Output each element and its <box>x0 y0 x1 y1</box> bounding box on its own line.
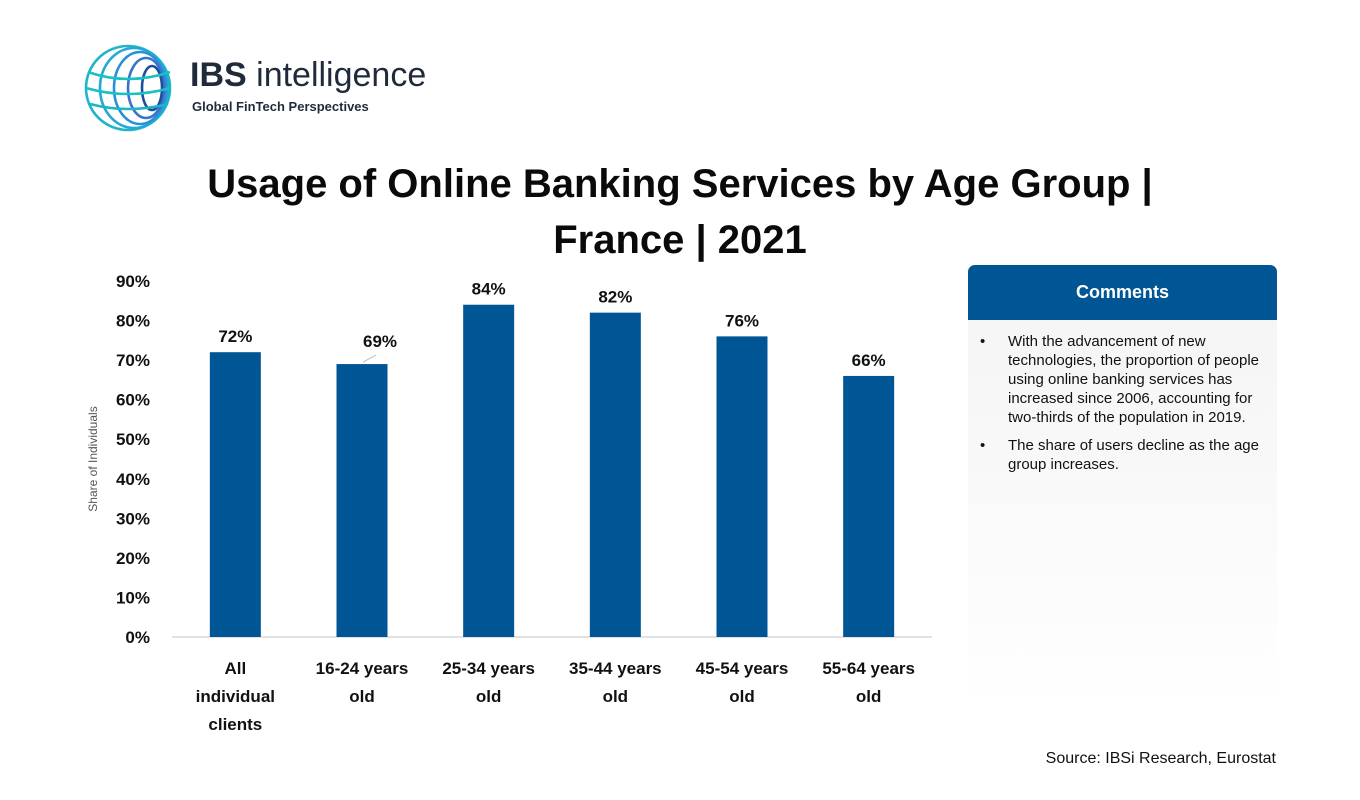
y-tick-label: 10% <box>116 588 150 607</box>
x-tick-label: 16-24 years <box>316 659 409 678</box>
bar <box>209 352 261 637</box>
y-tick-label: 50% <box>116 430 150 449</box>
comment-item: With the advancement of new technologies… <box>980 332 1263 427</box>
y-tick-label: 20% <box>116 549 150 568</box>
data-label: 72% <box>218 327 252 346</box>
data-label: 69% <box>363 332 397 351</box>
comments-list: With the advancement of new technologies… <box>968 320 1277 474</box>
x-tick-label: individual <box>196 687 275 706</box>
y-tick-label: 80% <box>116 312 150 331</box>
data-label-leader <box>362 354 377 363</box>
y-tick-label: 30% <box>116 509 150 528</box>
x-tick-label: clients <box>208 715 262 734</box>
bar <box>716 336 768 637</box>
x-tick-label: old <box>729 687 755 706</box>
y-tick-label: 90% <box>116 272 150 291</box>
data-label: 66% <box>852 351 886 370</box>
y-tick-label: 70% <box>116 351 150 370</box>
data-label: 76% <box>725 311 759 330</box>
y-tick-label: 60% <box>116 391 150 410</box>
comment-item: The share of users decline as the age gr… <box>980 436 1263 474</box>
bar <box>463 304 515 637</box>
bar <box>589 312 641 637</box>
source-note: Source: IBSi Research, Eurostat <box>1045 750 1276 767</box>
x-tick-label: All <box>224 659 246 678</box>
comments-heading: Comments <box>968 265 1277 320</box>
data-label: 82% <box>598 288 632 307</box>
bar <box>336 364 388 637</box>
x-tick-label: 45-54 years <box>696 659 789 678</box>
x-tick-label: old <box>856 687 882 706</box>
bar-chart: 0% 10% 20% 30% 40% 50% 60% 70% 80% 90% Share of In… <box>86 272 932 734</box>
globe-arcs-icon <box>84 44 172 132</box>
chart-title-line-1: Usage of Online Banking Services by Age … <box>207 162 1153 206</box>
x-tick-label: 25-34 years <box>442 659 535 678</box>
x-tick-label: old <box>476 687 502 706</box>
x-tick-label: old <box>349 687 375 706</box>
brand-name: IBS intelligence <box>190 56 427 94</box>
x-tick-label: 55-64 years <box>822 659 915 678</box>
y-tick-label: 40% <box>116 470 150 489</box>
brand-logo: IBS intelligence Global FinTech Perspect… <box>82 42 426 134</box>
x-tick-label: 35-44 years <box>569 659 662 678</box>
x-tick-label: old <box>603 687 629 706</box>
comments-panel: Comments With the advancement of new tec… <box>968 265 1277 710</box>
data-label: 84% <box>472 280 506 299</box>
y-tick-label: 0% <box>125 628 150 647</box>
y-axis-title: Share of Individuals <box>86 406 100 511</box>
brand-tagline: Global FinTech Perspectives <box>192 99 369 114</box>
chart-title-line-2: France | 2021 <box>553 218 807 262</box>
bar <box>843 375 895 637</box>
